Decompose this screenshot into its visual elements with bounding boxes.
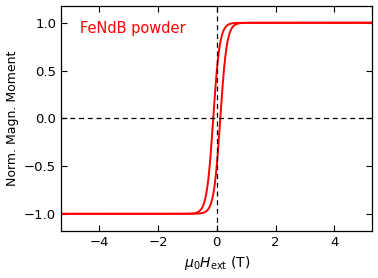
Text: FeNdB powder: FeNdB powder — [80, 21, 185, 36]
Y-axis label: Norm. Magn. Moment: Norm. Magn. Moment — [6, 51, 19, 186]
X-axis label: $\mu_0H_\mathrm{ext}$ (T): $\mu_0H_\mathrm{ext}$ (T) — [184, 254, 250, 272]
